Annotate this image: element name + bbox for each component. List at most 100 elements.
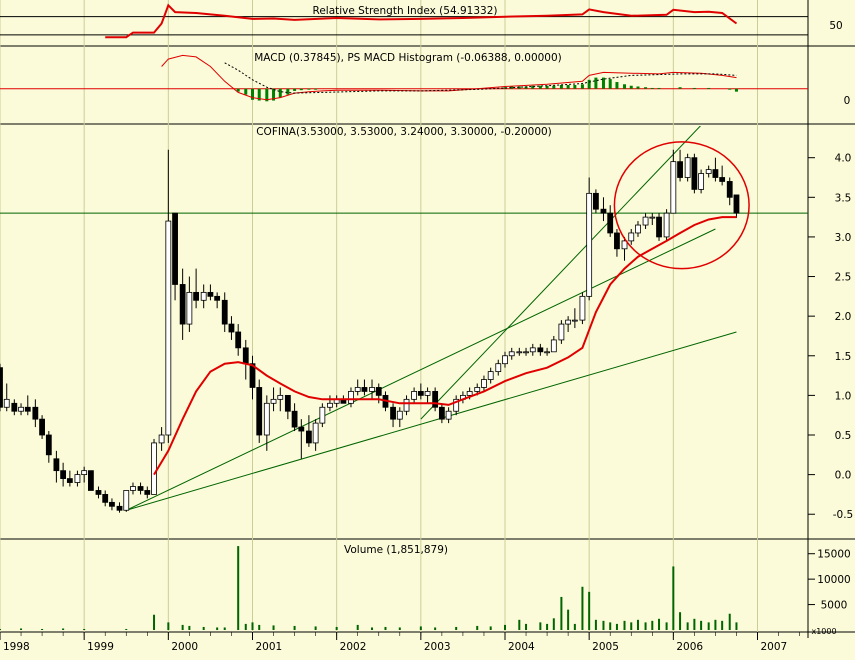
candle: [158, 427, 165, 451]
volume-bar: [714, 619, 717, 630]
candle: [565, 316, 572, 332]
candle: [537, 343, 544, 356]
histogram-bar: [678, 87, 682, 89]
candle-body: [298, 426, 305, 432]
histogram-bar: [257, 88, 261, 101]
volume-bar: [636, 619, 639, 630]
volume-bar: [651, 620, 654, 630]
macd-panel: MACD (0.37845), PS MACD Histogram (-0.06…: [0, 52, 850, 107]
volume-bar: [476, 625, 479, 630]
candle: [550, 335, 557, 353]
candle: [235, 324, 242, 356]
candle: [256, 379, 263, 443]
candle-body: [116, 505, 123, 511]
candle-body: [621, 240, 628, 250]
volume-bar: [125, 628, 128, 630]
candle-body: [305, 430, 312, 444]
candle: [200, 284, 207, 309]
candle-body: [312, 422, 319, 444]
candle: [172, 212, 178, 301]
volume-bar: [700, 620, 703, 630]
volume-bar: [567, 609, 570, 630]
candle: [53, 450, 60, 483]
volume-bar: [721, 620, 724, 630]
histogram-bar: [644, 87, 648, 89]
candle: [284, 394, 291, 420]
candle-body: [516, 351, 523, 354]
macd-histogram: [236, 77, 738, 102]
candle-body: [705, 169, 712, 174]
candle-body: [66, 478, 73, 483]
candle-body: [319, 406, 326, 424]
candle-body: [417, 391, 424, 396]
candle: [529, 343, 536, 356]
candle: [221, 292, 228, 332]
x-axis-labels: 1998 1999 2000 2001 2002 2003 2004 2005 2006 2007: [0, 632, 800, 653]
candle-body: [726, 181, 733, 198]
volume-bar: [216, 627, 219, 630]
volume-bar: [552, 618, 555, 630]
candle: [432, 387, 439, 412]
candle: [684, 153, 691, 182]
candle-body: [375, 387, 382, 396]
candle: [712, 157, 719, 182]
volume-bar: [644, 622, 647, 630]
candle: [656, 213, 662, 241]
histogram-bar: [594, 77, 598, 89]
volume-bar: [434, 627, 437, 630]
candle-body: [698, 173, 705, 190]
histogram-bar: [587, 79, 591, 89]
candle-body: [11, 402, 18, 412]
candle: [45, 431, 52, 463]
candle-body: [249, 363, 256, 388]
candle-body: [628, 232, 635, 242]
candle: [642, 213, 649, 229]
volume-bar: [41, 628, 44, 630]
candle: [66, 470, 73, 487]
candle-body: [571, 319, 578, 322]
candle-body: [214, 295, 221, 301]
candle: [586, 177, 593, 301]
price-panel: COFINA(3.53000, 3.53000, 3.24000, 3.3000…: [0, 126, 853, 521]
histogram-bar: [650, 87, 654, 89]
candle-body: [0, 367, 3, 408]
candle-body: [445, 410, 452, 420]
candle-body: [523, 351, 529, 354]
candle-body: [45, 434, 52, 456]
histogram-bar: [524, 86, 528, 89]
x-tick-label: 2007: [761, 641, 788, 653]
candle-body: [221, 299, 228, 325]
candle-body: [172, 212, 178, 285]
candle: [663, 209, 670, 241]
candle: [116, 502, 123, 513]
candle: [186, 276, 193, 332]
candle-body: [207, 291, 214, 297]
highlight-ellipse: [613, 141, 750, 270]
x-tick-label: 2003: [424, 641, 451, 653]
candle: [453, 395, 460, 416]
candle-body: [691, 157, 698, 190]
price-tick-label: 4.0: [835, 153, 852, 165]
volume-bar: [735, 622, 738, 630]
candle: [228, 316, 235, 340]
candle: [361, 379, 368, 396]
histogram-bar: [608, 79, 612, 89]
price-tick-label: 2.0: [835, 311, 852, 323]
volume-bar: [525, 623, 528, 630]
candle-body: [390, 406, 396, 420]
x-tick-label: 2001: [256, 641, 283, 653]
candle-body: [642, 216, 649, 226]
candle: [3, 383, 10, 412]
volume-bar: [594, 619, 597, 630]
candle-body: [529, 347, 536, 353]
candle: [726, 177, 733, 206]
candle-body: [635, 224, 641, 234]
histogram-bar: [314, 88, 318, 90]
histogram-bar: [545, 85, 549, 89]
volume-bar: [539, 622, 542, 630]
price-axis-ticks: 4.0 3.5 3.0 2.5 2.0 1.5 1.0 0.5 0.0 -0.5: [808, 153, 853, 521]
candle-body: [481, 379, 487, 388]
candle-body: [53, 458, 60, 472]
rsi-label: Relative Strength Index (54.91332): [313, 5, 498, 17]
